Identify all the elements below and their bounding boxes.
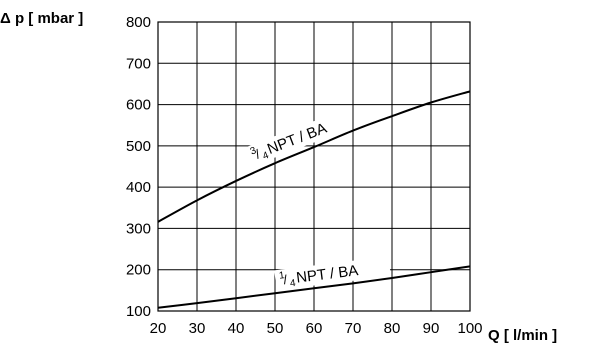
- x-tick-label-90: 90: [423, 320, 440, 337]
- x-tick-label-30: 30: [189, 320, 206, 337]
- y-tick-label-800: 800: [126, 14, 151, 31]
- x-axis-label: Q [ l/min ]: [488, 327, 557, 344]
- y-tick-label-700: 700: [126, 55, 151, 72]
- fraction-denominator: 4: [261, 150, 271, 162]
- svg-text:/: /: [283, 272, 289, 287]
- y-tick-label-500: 500: [126, 138, 151, 155]
- y-tick-label-600: 600: [126, 97, 151, 114]
- plot-frame: [157, 21, 471, 312]
- fraction-denominator: 4: [289, 278, 296, 290]
- fraction-numerator: 3: [249, 145, 259, 157]
- series-layer: [157, 90, 471, 309]
- fraction-numerator: 1: [278, 270, 285, 282]
- x-tick-label-50: 50: [267, 320, 284, 337]
- x-tick-label-40: 40: [228, 320, 245, 337]
- y-tick-label-400: 400: [126, 179, 151, 196]
- x-tick-label-60: 60: [306, 320, 323, 337]
- y-tick-label-300: 300: [126, 220, 151, 237]
- y-axis-label: Δ p [ mbar ]: [0, 10, 83, 27]
- y-tick-label-100: 100: [126, 303, 151, 320]
- tick-labels: 20 30 40 50 60 70 80 90 100 100 200 300 400 500 600 700…: [126, 14, 483, 337]
- x-tick-label-20: 20: [150, 320, 167, 337]
- series-label-1-4-npt: 1 / 4 NPT / BA: [274, 256, 391, 291]
- x-tick-label-70: 70: [345, 320, 362, 337]
- svg-text:/: /: [253, 146, 262, 161]
- series-line-0: [157, 90, 471, 223]
- series-line-1: [157, 265, 471, 309]
- x-tick-label-100: 100: [457, 320, 482, 337]
- x-tick-label-80: 80: [384, 320, 401, 337]
- y-tick-label-200: 200: [126, 262, 151, 279]
